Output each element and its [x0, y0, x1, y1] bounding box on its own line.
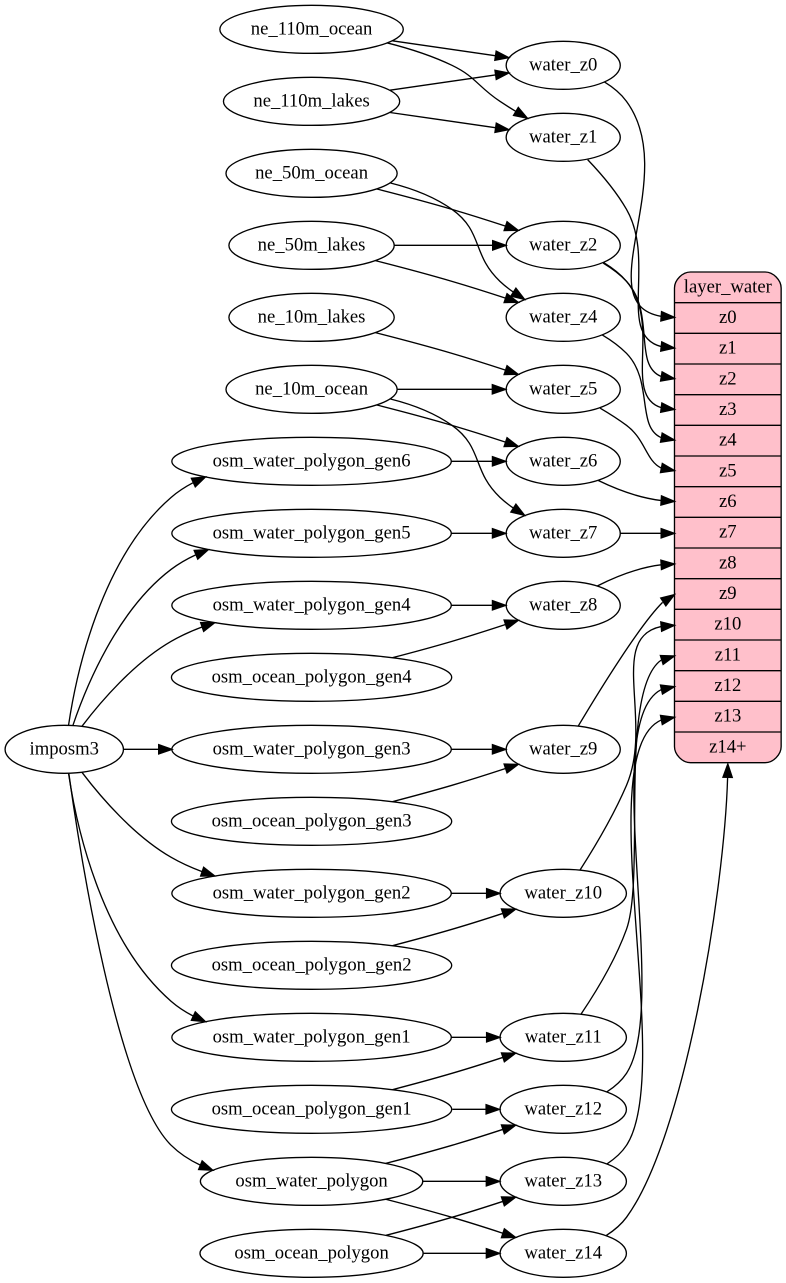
svg-text:ne_110m_lakes: ne_110m_lakes: [253, 90, 369, 111]
svg-text:osm_water_polygon_gen1: osm_water_polygon_gen1: [213, 1026, 411, 1047]
svg-text:z8: z8: [719, 552, 737, 573]
svg-text:osm_ocean_polygon_gen2: osm_ocean_polygon_gen2: [212, 954, 412, 975]
svg-text:water_z10: water_z10: [524, 882, 602, 903]
svg-text:z0: z0: [719, 307, 737, 328]
svg-text:osm_ocean_polygon: osm_ocean_polygon: [234, 1242, 389, 1263]
svg-text:water_z6: water_z6: [529, 450, 597, 471]
svg-text:osm_ocean_polygon_gen3: osm_ocean_polygon_gen3: [212, 810, 412, 831]
svg-text:water_z13: water_z13: [524, 1170, 602, 1191]
svg-text:z7: z7: [719, 522, 737, 543]
svg-text:ne_50m_ocean: ne_50m_ocean: [255, 162, 369, 183]
svg-text:osm_water_polygon: osm_water_polygon: [235, 1170, 388, 1191]
svg-text:water_z1: water_z1: [529, 126, 597, 147]
svg-text:water_z5: water_z5: [529, 378, 597, 399]
svg-text:water_z8: water_z8: [529, 594, 597, 615]
svg-text:osm_ocean_polygon_gen4: osm_ocean_polygon_gen4: [212, 666, 413, 687]
svg-text:ne_50m_lakes: ne_50m_lakes: [258, 234, 366, 255]
svg-text:z2: z2: [719, 368, 737, 389]
svg-text:ne_10m_lakes: ne_10m_lakes: [258, 306, 366, 327]
svg-text:osm_water_polygon_gen3: osm_water_polygon_gen3: [213, 738, 411, 759]
svg-text:z4: z4: [719, 430, 737, 451]
svg-text:z12: z12: [714, 675, 741, 696]
svg-text:z14+: z14+: [709, 736, 746, 757]
svg-text:z9: z9: [719, 583, 737, 604]
svg-text:water_z11: water_z11: [525, 1026, 602, 1047]
svg-text:z11: z11: [715, 644, 741, 665]
svg-text:layer_water: layer_water: [684, 276, 773, 297]
svg-text:water_z12: water_z12: [524, 1098, 602, 1119]
svg-text:imposm3: imposm3: [30, 738, 99, 759]
svg-text:osm_ocean_polygon_gen1: osm_ocean_polygon_gen1: [212, 1098, 412, 1119]
svg-text:ne_110m_ocean: ne_110m_ocean: [251, 18, 373, 39]
svg-text:z6: z6: [719, 491, 737, 512]
svg-text:water_z0: water_z0: [529, 54, 597, 75]
svg-text:water_z9: water_z9: [529, 738, 597, 759]
svg-text:z13: z13: [714, 706, 741, 727]
svg-text:ne_10m_ocean: ne_10m_ocean: [255, 378, 369, 399]
svg-text:osm_water_polygon_gen6: osm_water_polygon_gen6: [213, 450, 411, 471]
svg-text:water_z4: water_z4: [529, 306, 598, 327]
svg-text:water_z7: water_z7: [529, 522, 597, 543]
svg-text:osm_water_polygon_gen4: osm_water_polygon_gen4: [213, 594, 412, 615]
svg-text:water_z2: water_z2: [529, 234, 597, 255]
svg-text:z1: z1: [719, 338, 737, 359]
svg-text:water_z14: water_z14: [524, 1242, 602, 1263]
svg-text:z10: z10: [714, 614, 741, 635]
svg-text:z3: z3: [719, 399, 737, 420]
svg-text:osm_water_polygon_gen2: osm_water_polygon_gen2: [213, 882, 411, 903]
svg-text:z5: z5: [719, 460, 737, 481]
svg-text:osm_water_polygon_gen5: osm_water_polygon_gen5: [213, 522, 411, 543]
